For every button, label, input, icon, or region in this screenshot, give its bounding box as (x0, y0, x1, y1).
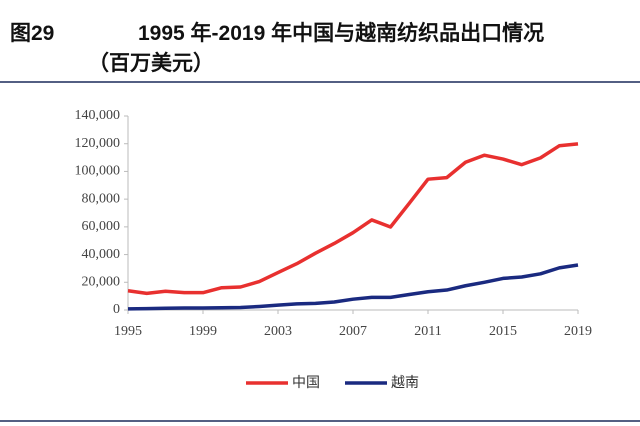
x-tick-label: 2015 (489, 324, 517, 339)
figure-label: 图29 (10, 22, 54, 45)
y-tick-label: 140,000 (75, 108, 121, 123)
legend-label: 中国 (292, 375, 320, 391)
y-tick-label: 120,000 (75, 136, 121, 151)
chart-subtitle: （百万美元） (88, 51, 214, 75)
series-line (127, 263, 579, 311)
y-tick-label: 40,000 (82, 247, 121, 262)
y-tick-label: 80,000 (82, 191, 121, 206)
y-tick-label: 60,000 (82, 219, 121, 234)
x-tick-label: 2019 (564, 324, 592, 339)
x-tick-label: 1999 (189, 324, 217, 339)
series-line (127, 142, 579, 296)
y-tick-label: 20,000 (82, 275, 121, 290)
x-tick-label: 2003 (264, 324, 292, 339)
x-tick-label: 2007 (339, 324, 367, 339)
y-tick-label: 100,000 (75, 164, 121, 179)
x-tick-label: 2011 (414, 324, 441, 339)
legend-label: 越南 (391, 375, 419, 391)
chart-title: 1995 年-2019 年中国与越南纺织品出口情况 (138, 21, 544, 45)
x-tick-label: 1995 (114, 324, 142, 339)
y-tick-label: 0 (113, 302, 120, 317)
